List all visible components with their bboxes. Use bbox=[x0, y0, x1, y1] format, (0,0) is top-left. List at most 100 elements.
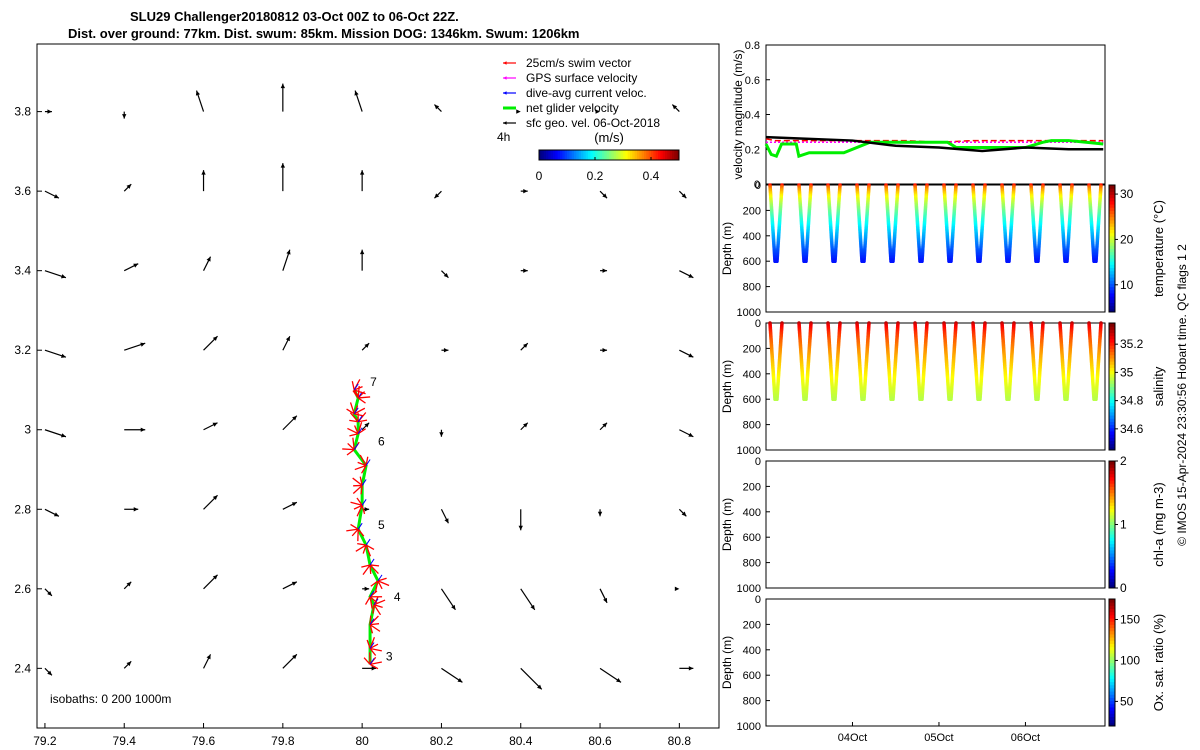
swim-vector bbox=[356, 497, 363, 506]
salinity-colorbar-segment bbox=[1109, 361, 1115, 365]
chla-colorbar-segment bbox=[1109, 543, 1115, 548]
time-x-tick-label: 04Oct bbox=[838, 732, 867, 744]
map-y-tick-label: 3 bbox=[24, 423, 31, 437]
geo-vector-arrow bbox=[362, 666, 377, 671]
colorbar-segment bbox=[599, 150, 603, 160]
colorbar-segment bbox=[639, 150, 643, 160]
swim-vector bbox=[374, 580, 379, 593]
chla-colorbar-segment bbox=[1109, 473, 1115, 478]
chla-colorbar-segment bbox=[1109, 568, 1115, 573]
geo-vector-arrow bbox=[679, 349, 694, 358]
geo-vector-arrow bbox=[441, 667, 463, 683]
temperature-y-tick-label: 600 bbox=[743, 256, 761, 268]
temperature-colorbar-segment bbox=[1109, 226, 1115, 230]
oxygen-colorbar-segment bbox=[1109, 703, 1115, 708]
chla-colorbar-segment bbox=[1109, 518, 1115, 522]
salinity-colorbar-tick-label: 34.8 bbox=[1120, 394, 1144, 408]
geo-vector-arrow bbox=[202, 654, 212, 669]
geo-vector-arrow bbox=[599, 588, 608, 604]
map-x-tick-label: 80.4 bbox=[509, 734, 533, 748]
oxygen-colorbar-segment bbox=[1109, 687, 1115, 692]
geo-vector-arrow bbox=[440, 509, 449, 524]
chla-colorbar-segment bbox=[1109, 584, 1115, 589]
swim-vector bbox=[358, 419, 368, 423]
salinity-colorbar-segment bbox=[1109, 348, 1115, 353]
geo-vector-arrow bbox=[678, 190, 687, 199]
swim-vector bbox=[369, 647, 382, 652]
colorbar-segment bbox=[581, 150, 584, 160]
geo-vector-arrow bbox=[361, 342, 370, 351]
geo-vector-arrow bbox=[520, 667, 543, 690]
swim-vector bbox=[349, 419, 359, 423]
geo-vector-arrow bbox=[44, 270, 67, 279]
temperature-colorbar-segment bbox=[1109, 299, 1115, 303]
geo-vector-arrow bbox=[123, 660, 132, 669]
profile-point bbox=[833, 397, 837, 402]
colorbar-segment bbox=[567, 150, 570, 160]
oxygen-colorbar-segment bbox=[1109, 630, 1115, 635]
salinity-colorbar-segment bbox=[1109, 427, 1115, 432]
velocity-ylabel: velocity magnitude (m/s) bbox=[731, 49, 745, 179]
colorbar-segment bbox=[571, 150, 575, 160]
temperature-y-tick-label: 200 bbox=[743, 205, 761, 217]
swim-vector bbox=[357, 543, 367, 546]
chla-colorbar-segment bbox=[1109, 505, 1115, 510]
oxygen-colorbar-segment bbox=[1109, 627, 1115, 632]
geo-vector-arrow bbox=[597, 509, 603, 517]
oxygen-colorbar-segment bbox=[1109, 668, 1115, 673]
chla-y-tick-label: 1000 bbox=[737, 583, 761, 595]
chla-colorbar-label: chl-a (mg m-3) bbox=[1151, 482, 1166, 567]
profile-point bbox=[920, 397, 924, 402]
legend-swatch bbox=[503, 76, 516, 80]
temperature-colorbar-segment bbox=[1109, 194, 1115, 199]
swim-vector bbox=[350, 501, 363, 506]
geo-vector-arrow bbox=[44, 349, 67, 358]
geo-vector-arrow bbox=[434, 104, 442, 113]
geo-vector-arrow bbox=[520, 342, 529, 351]
swim-vector bbox=[354, 389, 366, 395]
temperature-colorbar-segment bbox=[1109, 210, 1115, 215]
geo-vector-arrow bbox=[44, 667, 53, 676]
salinity-colorbar-segment bbox=[1109, 437, 1115, 441]
swim-vector bbox=[369, 596, 373, 609]
chla-colorbar-segment bbox=[1109, 546, 1115, 551]
oxygen-colorbar-segment bbox=[1109, 678, 1115, 683]
oxygen-colorbar-segment bbox=[1109, 697, 1115, 702]
chla-colorbar-segment bbox=[1109, 464, 1115, 468]
chla-colorbar-segment bbox=[1109, 565, 1115, 570]
colorbar-segment bbox=[630, 150, 633, 160]
chla-y-tick-label: 200 bbox=[743, 481, 761, 493]
swim-vector bbox=[357, 528, 365, 537]
salinity-y-tick-label: 400 bbox=[743, 369, 761, 381]
swim-vector bbox=[351, 381, 355, 391]
geo-vector-arrow bbox=[123, 183, 132, 192]
map-y-tick-label: 2.8 bbox=[14, 502, 31, 516]
salinity-colorbar-segment bbox=[1109, 351, 1115, 356]
salinity-colorbar-segment bbox=[1109, 402, 1115, 407]
map-y-tick-label: 3.4 bbox=[14, 264, 31, 278]
swim-vector bbox=[369, 615, 372, 625]
geo-vector-arrow bbox=[124, 507, 139, 512]
geo-vector-arrow bbox=[44, 109, 52, 114]
map-x-tick-label: 79.6 bbox=[192, 734, 216, 748]
salinity-colorbar-tick-label: 35.2 bbox=[1120, 337, 1144, 351]
salinity-colorbar-segment bbox=[1109, 367, 1115, 372]
colorbar-segment bbox=[618, 150, 622, 160]
map-x-tick-label: 79.4 bbox=[113, 734, 137, 748]
salinity-colorbar-segment bbox=[1109, 399, 1115, 403]
swim-vector bbox=[353, 407, 366, 415]
map-y-tick-label: 2.4 bbox=[14, 661, 31, 675]
swim-vector bbox=[357, 428, 367, 435]
swim-vector bbox=[363, 657, 371, 665]
swim-vector bbox=[355, 544, 367, 552]
oxygen-colorbar-segment bbox=[1109, 621, 1115, 625]
chla-y-tick-label: 600 bbox=[743, 532, 761, 544]
salinity-colorbar-segment bbox=[1109, 373, 1115, 378]
colorbar-segment bbox=[641, 150, 645, 160]
swim-vector bbox=[347, 442, 355, 451]
salinity-colorbar-segment bbox=[1109, 370, 1115, 375]
colorbar-segment bbox=[606, 150, 610, 160]
swim-vector bbox=[353, 386, 363, 391]
current-vector bbox=[353, 407, 359, 415]
